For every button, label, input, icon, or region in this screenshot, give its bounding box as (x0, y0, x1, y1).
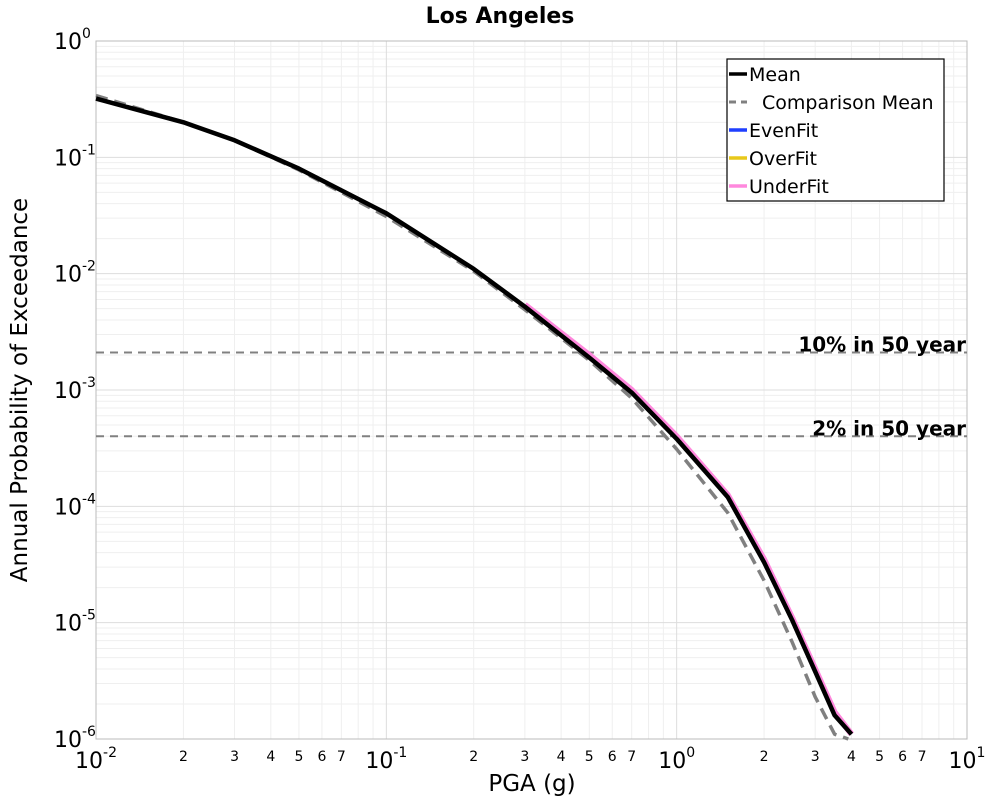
x-minor-tick-label: 3 (230, 749, 239, 765)
x-axis-label: PGA (g) (488, 771, 575, 797)
x-minor-tick-label: 6 (608, 749, 617, 765)
y-tick-label-exponent: -2 (82, 259, 96, 275)
x-tick-label-exponent: 1 (977, 745, 986, 761)
x-minor-tick-label: 5 (585, 749, 594, 765)
y-tick-label-exponent: -3 (82, 375, 96, 391)
y-tick-label: 10-5 (54, 608, 96, 637)
x-tick-label-exponent: 0 (686, 745, 695, 761)
chart-title: Los Angeles (426, 4, 575, 29)
y-tick-label-base: 10 (54, 612, 82, 637)
x-minor-tick-label: 5 (875, 749, 884, 765)
y-tick-label: 100 (54, 26, 91, 55)
legend-label: EvenFit (749, 120, 818, 142)
x-tick-label: 101 (949, 745, 986, 774)
x-minor-tick-label: 4 (557, 749, 566, 765)
y-tick-label: 10-1 (54, 142, 96, 171)
y-tick-label-exponent: -6 (82, 724, 96, 740)
x-minor-tick-label: 4 (266, 749, 275, 765)
reference-line-label: 2% in 50 year (812, 416, 966, 440)
legend-label: Mean (749, 64, 801, 86)
x-tick-label-base: 10 (658, 749, 686, 774)
y-tick-label-base: 10 (54, 379, 82, 404)
plot-area-frame (95, 40, 968, 740)
x-tick-label: 100 (658, 745, 695, 774)
y-tick-label: 10-3 (54, 375, 96, 404)
x-minor-tick-label: 7 (337, 749, 346, 765)
reference-lines: 10% in 50 year 2% in 50 year (96, 333, 967, 440)
legend-label: Comparison Mean (762, 92, 934, 114)
x-minor-tick-label: 6 (317, 749, 326, 765)
x-minor-tick-label: 7 (918, 749, 927, 765)
x-minor-tick-label: 4 (847, 749, 856, 765)
y-tick-label-exponent: -5 (82, 608, 96, 624)
x-tick-label: 10-2 (75, 745, 117, 774)
x-minor-tick-label: 6 (898, 749, 907, 765)
y-axis-label: Annual Probability of Exceedance (7, 198, 33, 582)
legend-label: UnderFit (749, 176, 829, 198)
y-tick-label-exponent: -4 (82, 491, 96, 507)
y-tick-label-base: 10 (54, 263, 82, 288)
x-tick-label-exponent: -1 (393, 745, 407, 761)
legend-label: OverFit (749, 148, 817, 170)
y-tick-label: 10-4 (54, 491, 96, 520)
x-minor-tick-label: 3 (520, 749, 529, 765)
series-lines (95, 93, 854, 741)
y-tick-label: 10-2 (54, 259, 96, 288)
y-tick-label-base: 10 (54, 30, 82, 55)
x-minor-tick-label: 7 (627, 749, 636, 765)
y-tick-label-base: 10 (54, 495, 82, 520)
x-minor-tick-label: 5 (294, 749, 303, 765)
x-minor-tick-label: 2 (469, 749, 478, 765)
y-tick-label-base: 10 (54, 728, 82, 753)
x-tick-label-base: 10 (365, 749, 393, 774)
legend-box (726, 58, 945, 202)
series-line-mean (95, 96, 854, 736)
legend: Mean Comparison Mean EvenFit OverFit UnderFi… (726, 58, 945, 202)
x-minor-tick-label: 3 (811, 749, 820, 765)
x-tick-label-base: 10 (75, 749, 103, 774)
x-minor-tick-label: 2 (179, 749, 188, 765)
x-minor-tick-label: 2 (760, 749, 769, 765)
y-tick-label-exponent: -1 (82, 142, 96, 158)
y-tick-label: 10-6 (54, 724, 96, 753)
x-tick-label: 10-1 (365, 745, 407, 774)
reference-line-label: 10% in 50 year (798, 333, 966, 357)
y-tick-label-base: 10 (54, 146, 82, 171)
x-tick-label-base: 10 (949, 749, 977, 774)
y-tick-label-exponent: 0 (82, 26, 91, 42)
x-tick-label-exponent: -2 (103, 745, 117, 761)
